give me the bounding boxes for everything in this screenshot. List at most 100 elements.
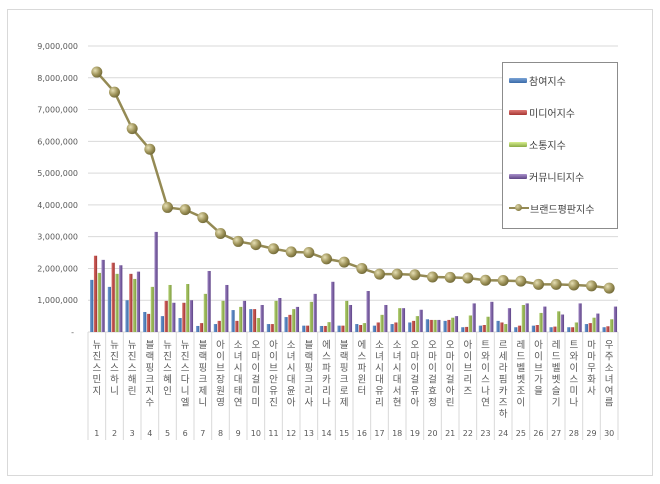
bar-1 — [323, 325, 327, 332]
rank-label: 15 — [339, 429, 349, 438]
svg-text:정: 정 — [428, 398, 437, 409]
bar-1 — [464, 326, 469, 332]
rank-label: 1 — [94, 429, 99, 438]
svg-text:크: 크 — [304, 375, 313, 386]
svg-text:미: 미 — [251, 398, 260, 409]
svg-text:걸: 걸 — [410, 374, 419, 386]
svg-text:지: 지 — [92, 386, 101, 397]
bar-2 — [274, 300, 278, 332]
bar-2 — [504, 324, 508, 332]
bar-3 — [437, 319, 441, 332]
svg-text:여: 여 — [605, 385, 614, 397]
bar-3 — [278, 297, 282, 332]
svg-text:이: 이 — [410, 363, 419, 374]
bar-3 — [384, 304, 388, 332]
bar-1 — [146, 313, 151, 332]
bar-1 — [341, 325, 345, 332]
rank-label: 28 — [569, 429, 579, 438]
svg-text:사: 사 — [304, 398, 313, 409]
bar-0 — [143, 311, 147, 332]
svg-text:브: 브 — [534, 363, 543, 374]
svg-text:마: 마 — [446, 352, 455, 363]
bar-1 — [164, 300, 168, 332]
svg-text:소: 소 — [393, 340, 402, 351]
svg-text:스: 스 — [92, 363, 101, 374]
svg-text:뉴: 뉴 — [128, 340, 137, 351]
line-marker — [144, 143, 156, 155]
svg-text:트: 트 — [569, 340, 578, 351]
rank-label: 3 — [130, 429, 135, 438]
rank-label: 30 — [604, 429, 614, 438]
svg-text:녀: 녀 — [393, 352, 402, 363]
svg-text:즈: 즈 — [499, 398, 508, 409]
svg-text:걸: 걸 — [446, 374, 455, 386]
svg-text:드: 드 — [552, 352, 561, 363]
svg-text:대: 대 — [375, 375, 384, 386]
bar-0 — [514, 327, 518, 332]
svg-text:이: 이 — [481, 363, 490, 374]
rank-label: 21 — [445, 429, 455, 438]
rank-label: 14 — [321, 429, 331, 438]
svg-text:아: 아 — [463, 340, 472, 351]
svg-text:주: 주 — [605, 352, 614, 363]
svg-text:블: 블 — [198, 340, 207, 351]
svg-text:소: 소 — [375, 340, 384, 351]
bar-1 — [411, 320, 416, 332]
bar-0 — [231, 310, 235, 332]
svg-text:레: 레 — [552, 340, 561, 351]
svg-text:이: 이 — [251, 363, 260, 374]
svg-text:아: 아 — [287, 398, 296, 409]
line-marker — [374, 268, 385, 280]
bar-0 — [372, 325, 376, 332]
y-tick-label: - — [71, 328, 74, 337]
legend-item-community: 커뮤니티지수 — [509, 169, 584, 184]
svg-text:카: 카 — [322, 375, 331, 386]
svg-text:로: 로 — [340, 386, 349, 397]
bar-3 — [348, 304, 353, 332]
rank-label: 13 — [304, 429, 314, 438]
svg-text:을: 을 — [534, 386, 543, 397]
svg-text:이: 이 — [463, 352, 472, 363]
rank-label: 20 — [427, 429, 437, 438]
legend-line-marker-icon — [509, 203, 529, 213]
bar-2 — [486, 316, 490, 332]
svg-text:스: 스 — [322, 352, 331, 363]
bar-2 — [150, 286, 154, 332]
svg-text:아: 아 — [269, 340, 278, 351]
legend-swatch-purple-icon — [509, 173, 527, 179]
svg-text:유: 유 — [375, 386, 384, 397]
bar-2 — [256, 318, 260, 332]
bar-1 — [517, 325, 522, 332]
svg-text:벨: 벨 — [516, 363, 525, 374]
svg-text:대: 대 — [393, 375, 402, 386]
svg-text:리: 리 — [322, 386, 331, 397]
line-marker — [250, 239, 262, 251]
bar-0 — [196, 325, 200, 332]
bar-0 — [496, 320, 500, 332]
rank-label: 7 — [200, 429, 205, 438]
bar-3 — [401, 308, 406, 332]
bar-1 — [535, 325, 539, 332]
svg-text:하: 하 — [110, 374, 119, 386]
line-marker — [462, 272, 474, 284]
svg-text:스: 스 — [163, 363, 172, 374]
svg-text:대: 대 — [287, 375, 296, 386]
svg-text:브: 브 — [269, 363, 278, 374]
svg-text:브: 브 — [216, 363, 225, 374]
rank-label: 5 — [165, 429, 170, 438]
svg-text:소: 소 — [605, 363, 614, 374]
legend-label: 브랜드평판지수 — [530, 204, 595, 216]
line-marker — [586, 280, 597, 292]
bar-1 — [288, 314, 292, 332]
bar-1 — [235, 320, 239, 332]
bar-0 — [425, 319, 429, 332]
svg-text:미: 미 — [251, 386, 260, 397]
line-marker — [391, 268, 403, 280]
svg-text:아: 아 — [534, 340, 543, 351]
bar-3 — [260, 304, 264, 332]
svg-text:윤: 윤 — [287, 386, 296, 397]
svg-text:지: 지 — [145, 386, 154, 397]
rank-label: 6 — [183, 429, 188, 438]
y-tick-label: 9,000,000 — [37, 42, 78, 51]
